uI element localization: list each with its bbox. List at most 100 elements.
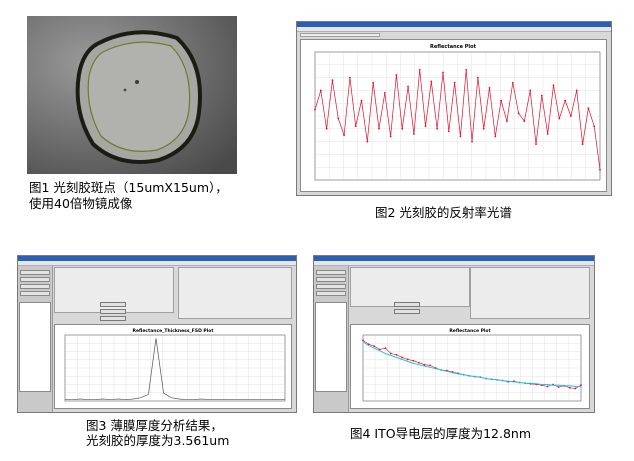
plot-frame xyxy=(64,334,286,402)
measured-series-point xyxy=(390,352,392,355)
reflectance-series-point xyxy=(314,108,316,111)
toolbar xyxy=(300,33,380,37)
fsd-series-line xyxy=(65,338,285,401)
sidebar-button[interactable] xyxy=(20,284,50,289)
plot-frame xyxy=(314,51,601,181)
reflectance-series-point xyxy=(354,125,357,128)
measured-series-point xyxy=(580,384,582,387)
left-sidebar xyxy=(18,266,53,412)
reflectance-series-point xyxy=(465,69,468,71)
fig2-plot-area: Reflectance Plot xyxy=(300,39,607,192)
action-button[interactable] xyxy=(100,309,126,314)
reflectance-series-point xyxy=(325,127,328,130)
fig2-software-window: Reflectance Plot xyxy=(296,21,612,196)
sidebar-button[interactable] xyxy=(316,284,346,289)
reflectance-series-point xyxy=(360,99,363,102)
reflectance-series-point xyxy=(494,135,497,138)
measured-series-point xyxy=(373,345,376,348)
reflectance-series-point xyxy=(442,71,444,74)
menu-bar xyxy=(297,27,611,32)
reflectance-series-point xyxy=(546,133,549,135)
window-titlebar xyxy=(314,256,594,261)
fig3-caption-line1: 图3 薄膜厚度分析结果， xyxy=(86,418,223,433)
reflectance-series-point xyxy=(407,85,409,88)
measured-series-point xyxy=(423,363,426,366)
reflectance-series-point xyxy=(476,76,479,79)
sidebar-button[interactable] xyxy=(20,277,50,282)
material-tree[interactable] xyxy=(19,302,51,392)
fig2-caption: 图2 光刻胶的反射率光谱 xyxy=(375,205,512,220)
fig4-reflectance-chart: Reflectance Plot xyxy=(362,328,582,402)
measured-series-point xyxy=(557,386,560,389)
sidebar-button[interactable] xyxy=(20,270,50,275)
reflectance-series-point xyxy=(552,84,555,87)
reflectance-series-point xyxy=(412,133,415,135)
sidebar-button[interactable] xyxy=(316,291,346,296)
chart-title: Reflectance Plot xyxy=(430,44,477,50)
measured-series-point xyxy=(546,385,549,388)
reflectance-series-point xyxy=(517,112,520,115)
reflectance-series-point xyxy=(523,120,526,123)
reflectance-series-point xyxy=(383,92,386,94)
reflectance-series-point xyxy=(558,117,561,120)
reflectance-series-line xyxy=(314,69,601,170)
fig3-thickness-chart: Reflectance_Thickness_FSD Plot xyxy=(64,328,286,402)
reflectance-series-point xyxy=(482,127,485,130)
reflectance-series-point xyxy=(599,168,601,171)
reflectance-series-point xyxy=(506,120,508,123)
menu-bar xyxy=(18,261,296,266)
left-sidebar xyxy=(314,266,349,412)
reflectance-series-point xyxy=(535,143,537,146)
measured-series-point xyxy=(429,364,431,367)
reflectance-series-point xyxy=(581,143,584,146)
measured-series-point xyxy=(378,348,381,351)
reflectance-series-point xyxy=(337,117,340,120)
action-button[interactable] xyxy=(100,316,126,321)
fig4-caption: 图4 ITO导电层的厚度为12.8nm xyxy=(350,426,532,441)
measured-series-point xyxy=(417,361,420,364)
measured-series-point xyxy=(395,353,398,356)
reflectance-series-point xyxy=(570,115,572,117)
reflectance-series-point xyxy=(348,76,351,79)
material-tree[interactable] xyxy=(315,302,347,392)
fig3-plot-area: Reflectance_Thickness_FSD Plot xyxy=(54,324,292,409)
fig1-caption-line1: 图1 光刻胶斑点（15umX15um）， xyxy=(29,180,228,195)
fit-series-line xyxy=(362,341,581,387)
reflectance-series-point xyxy=(424,125,427,128)
reflectance-series-point xyxy=(418,69,421,71)
reflectance-series-point xyxy=(453,81,456,84)
reflectance-series-point xyxy=(540,94,543,97)
reflectance-series-point xyxy=(378,127,380,130)
reflectance-series-point xyxy=(587,107,590,110)
sidebar-button[interactable] xyxy=(20,291,50,296)
reflectance-series-point xyxy=(343,134,345,137)
layer-table-panel xyxy=(470,267,590,319)
measured-series-point xyxy=(568,386,571,389)
reflectance-series-point xyxy=(488,86,491,89)
reflectance-series-point xyxy=(459,135,462,138)
microscope-image xyxy=(27,16,237,174)
measured-series-point xyxy=(384,347,387,350)
measured-series-point xyxy=(362,339,364,342)
menu-bar xyxy=(314,261,594,266)
reflectance-series-point xyxy=(511,81,514,84)
reflectance-series-point xyxy=(564,99,567,102)
fig1-caption-line2: 使用40倍物镜成像 xyxy=(29,196,133,211)
chart-title: Reflectance Plot xyxy=(449,328,491,334)
sidebar-button[interactable] xyxy=(316,277,346,282)
fig3-caption-line2: 光刻胶的厚度为3.561um xyxy=(86,433,230,448)
chart-title: Reflectance_Thickness_FSD Plot xyxy=(133,328,215,334)
reflectance-series-point xyxy=(395,74,398,76)
layer-table-panel xyxy=(178,267,292,319)
action-button[interactable] xyxy=(394,309,420,314)
measured-series-point xyxy=(401,356,404,359)
reflectance-series-point xyxy=(401,127,404,130)
action-button[interactable] xyxy=(394,302,420,307)
measured-series-point xyxy=(574,387,577,390)
reflectance-series-point xyxy=(436,127,439,130)
fig2-reflectance-chart: Reflectance Plot xyxy=(314,44,601,181)
reflectance-series-point xyxy=(319,89,322,92)
sidebar-button[interactable] xyxy=(316,270,346,275)
action-button[interactable] xyxy=(100,302,126,307)
window-titlebar xyxy=(18,256,296,261)
